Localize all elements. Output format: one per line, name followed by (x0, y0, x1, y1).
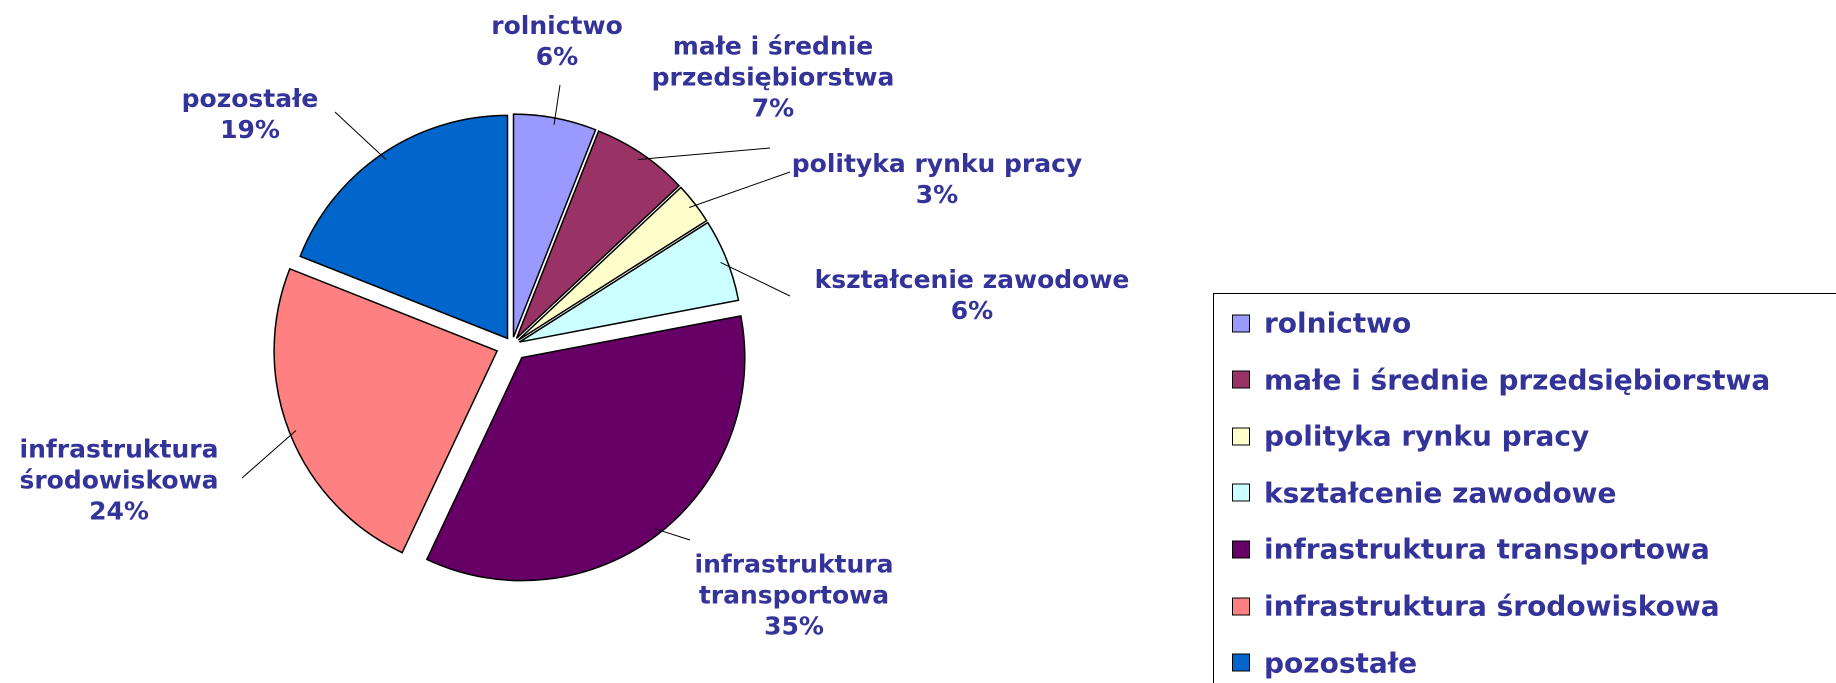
slice-label: polityka rynku pracy 3% (792, 148, 1082, 210)
pie-slice (425, 314, 746, 582)
legend-item: polityka rynku pracy (1232, 420, 1589, 453)
slice-value: 6% (950, 296, 994, 325)
leader-line (241, 430, 297, 479)
legend-label: polityka rynku pracy (1264, 419, 1590, 453)
legend-item: infrastruktura środowiskowa (1232, 590, 1720, 623)
slice-name: kształcenie zawodowe (814, 265, 1130, 294)
legend-item: rolnictwo (1232, 307, 1411, 340)
legend-label: pozostałe (1264, 646, 1418, 680)
legend-label: małe i średnie przedsiębiorstwa (1264, 363, 1771, 397)
legend-item: kształcenie zawodowe (1232, 476, 1617, 509)
leader-line (720, 261, 791, 297)
slice-name: infrastruktura środowiskowa (19, 434, 219, 495)
legend-label: infrastruktura transportowa (1264, 532, 1710, 566)
leader-line (689, 171, 791, 208)
legend-swatch (1232, 314, 1250, 332)
leader-line (553, 84, 561, 125)
legend-label: kształcenie zawodowe (1264, 476, 1617, 510)
slice-name: małe i średnie przedsiębiorstwa (651, 31, 895, 92)
leader-line (334, 111, 387, 160)
slice-label: infrastruktura transportowa 35% (654, 549, 934, 642)
legend-item: małe i średnie przedsiębiorstwa (1232, 363, 1770, 396)
legend-swatch (1232, 370, 1250, 389)
legend-item: pozostałe (1232, 646, 1417, 679)
legend-swatch (1232, 597, 1250, 615)
legend-label: rolnictwo (1264, 306, 1412, 340)
slice-label: kształcenie zawodowe 6% (815, 264, 1130, 326)
slice-value: 24% (89, 496, 149, 526)
legend-swatch (1232, 483, 1250, 502)
pie-slice (519, 221, 740, 343)
pie-slice (515, 130, 681, 339)
pie-slice (273, 267, 499, 554)
legend-label: infrastruktura środowiskowa (1264, 589, 1720, 623)
slice-value: 35% (764, 611, 824, 641)
slice-label: infrastruktura środowiskowa 24% (0, 434, 259, 527)
slice-value: 6% (535, 42, 579, 71)
slice-name: rolnictwo (491, 11, 623, 40)
legend-item: infrastruktura transportowa (1232, 533, 1710, 566)
slice-label: rolnictwo 6% (491, 10, 622, 72)
leader-line (654, 528, 691, 541)
slice-label: pozostałe 19% (182, 83, 319, 145)
slice-value: 7% (751, 93, 795, 123)
slice-value: 3% (915, 180, 959, 209)
leader-line (638, 147, 771, 160)
slice-name: infrastruktura transportowa (694, 549, 894, 610)
legend: rolnictwo małe i średnie przedsiębiorstwa… (1213, 293, 1836, 683)
slice-value: 19% (220, 115, 280, 144)
slice-name: pozostałe (181, 84, 319, 113)
legend-swatch (1232, 540, 1250, 559)
pie-slice (517, 186, 708, 341)
pie-slice (299, 114, 509, 340)
legend-swatch (1232, 653, 1250, 672)
slice-label: małe i średnie przedsiębiorstwa 7% (623, 31, 923, 124)
slice-name: polityka rynku pracy (791, 149, 1083, 178)
legend-swatch (1232, 427, 1250, 446)
